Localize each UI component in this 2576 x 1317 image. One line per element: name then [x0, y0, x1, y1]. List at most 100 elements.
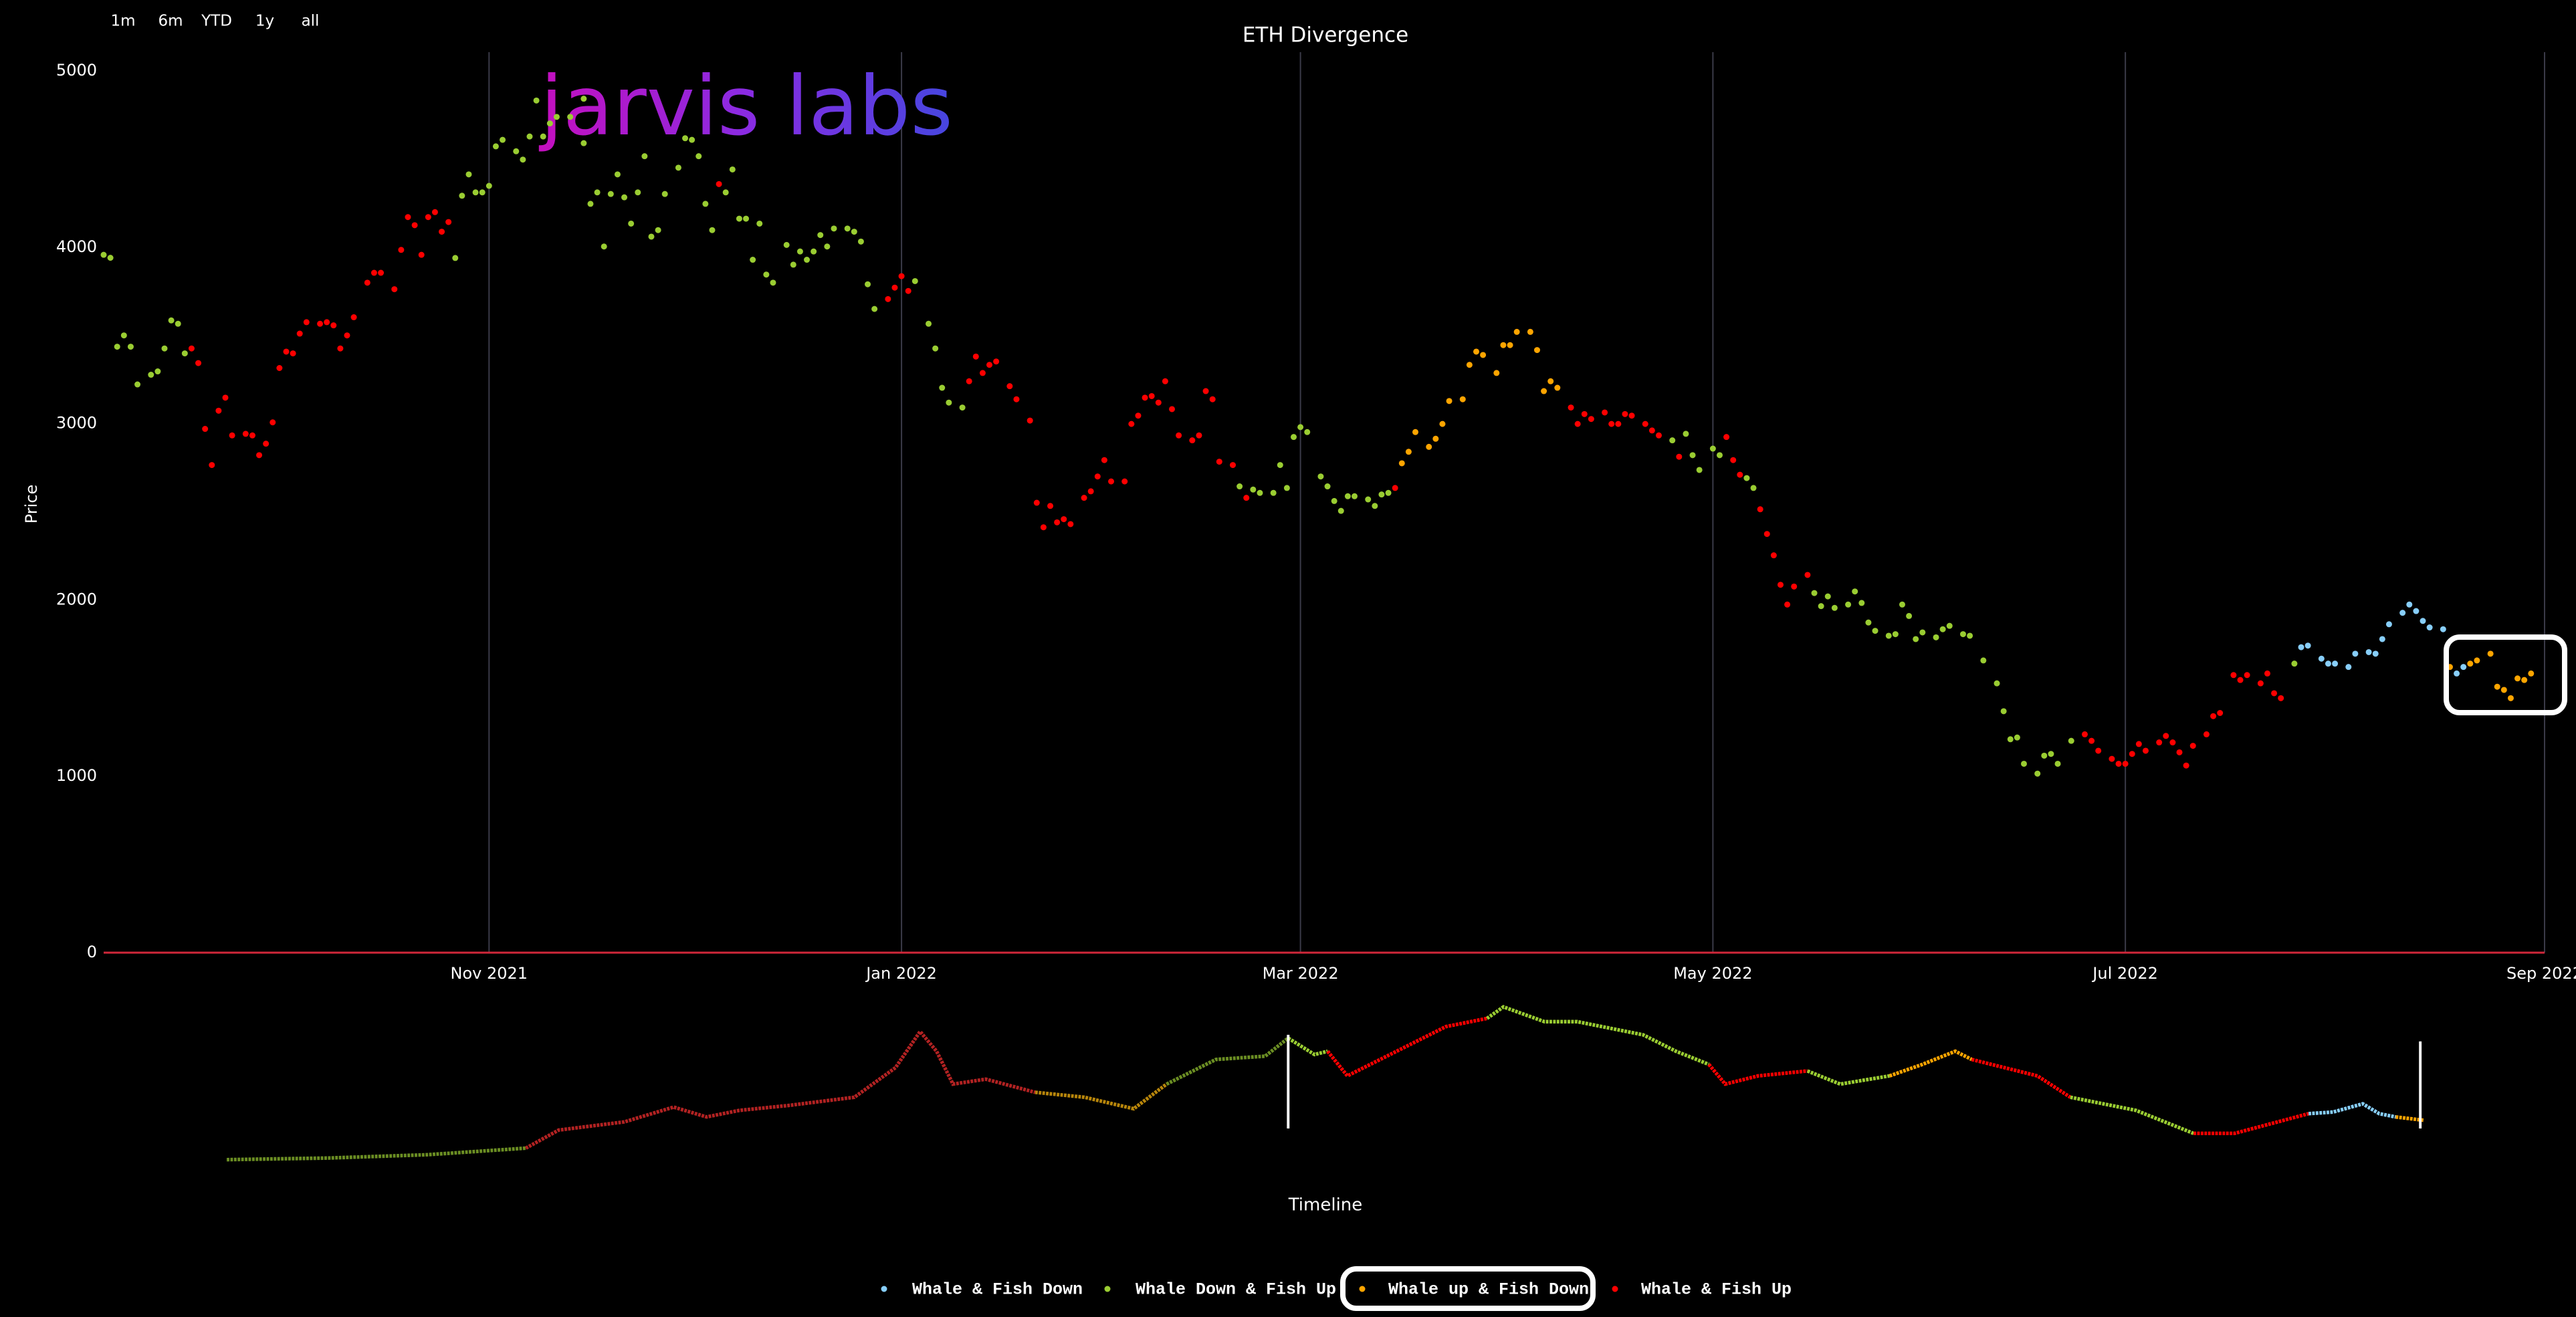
- point: [431, 209, 438, 215]
- navigator-line: [1486, 1005, 1710, 1066]
- range-button[interactable]: 6m: [158, 13, 183, 30]
- point: [2041, 752, 2048, 759]
- x-tick-label: Nov 2021: [451, 964, 528, 983]
- point: [283, 348, 290, 355]
- point: [986, 362, 993, 368]
- point: [1547, 378, 1554, 384]
- legend-label[interactable]: Whale & Fish Down: [912, 1280, 1083, 1300]
- point: [2156, 739, 2163, 746]
- point: [2189, 743, 2196, 749]
- point: [811, 248, 817, 255]
- point: [1412, 429, 1418, 435]
- point: [2365, 648, 2372, 655]
- point: [1459, 396, 1466, 402]
- point: [979, 370, 986, 376]
- point: [932, 345, 939, 352]
- legend-marker[interactable]: [881, 1286, 887, 1292]
- point: [222, 394, 229, 401]
- point: [398, 247, 405, 253]
- legend-marker[interactable]: [1104, 1286, 1111, 1292]
- point: [1372, 503, 1378, 509]
- point: [1128, 421, 1135, 427]
- point: [2460, 664, 2467, 671]
- point: [1108, 478, 1115, 485]
- point: [946, 399, 952, 406]
- point: [324, 319, 330, 326]
- point: [107, 255, 114, 261]
- point: [2176, 749, 2183, 755]
- legend-label[interactable]: Whale up & Fish Down: [1388, 1280, 1589, 1300]
- point: [939, 384, 946, 391]
- point: [1426, 443, 1432, 450]
- range-button[interactable]: 1m: [110, 13, 135, 30]
- point: [2203, 731, 2210, 737]
- point: [2528, 670, 2535, 677]
- navigator: [227, 1005, 2424, 1162]
- point: [844, 225, 851, 232]
- point: [2440, 626, 2446, 632]
- navigator-line: [1806, 1069, 1890, 1086]
- point: [1852, 588, 1858, 595]
- navigator-line: [524, 1028, 1036, 1150]
- point: [1378, 491, 1385, 498]
- point: [1087, 488, 1094, 495]
- point: [2318, 655, 2325, 662]
- point: [553, 114, 560, 120]
- point: [526, 133, 533, 140]
- point: [1446, 398, 1453, 404]
- legend-marker[interactable]: [1359, 1286, 1366, 1292]
- point: [209, 462, 215, 469]
- point: [418, 251, 425, 258]
- highlight-box: [1340, 1266, 1596, 1311]
- point: [1845, 601, 1852, 608]
- point: [500, 136, 506, 143]
- point: [1283, 485, 1290, 491]
- point: [472, 189, 479, 196]
- point: [1967, 632, 1973, 639]
- legend-label[interactable]: Whale & Fish Up: [1641, 1280, 1792, 1300]
- legend-marker[interactable]: [1612, 1286, 1618, 1292]
- point: [2122, 760, 2129, 767]
- point: [601, 243, 607, 250]
- highlight-box: [2444, 634, 2567, 715]
- point: [831, 225, 837, 232]
- point: [1581, 410, 1588, 417]
- point: [911, 277, 918, 284]
- point: [1202, 388, 1209, 394]
- range-button[interactable]: all: [302, 13, 320, 30]
- point: [1554, 384, 1561, 391]
- point: [607, 191, 614, 197]
- point: [175, 320, 181, 327]
- point: [1277, 462, 1283, 469]
- point: [270, 419, 276, 426]
- point: [1737, 471, 1743, 478]
- legend: Whale & Fish Down Whale Down & Fish Up Wha…: [881, 1280, 1792, 1300]
- point: [439, 229, 445, 235]
- range-button[interactable]: 1y: [255, 13, 274, 30]
- point: [1885, 632, 1892, 639]
- point: [763, 271, 770, 278]
- point: [1683, 431, 1689, 437]
- point: [2000, 708, 2007, 715]
- point: [2129, 751, 2135, 757]
- point: [445, 219, 452, 225]
- range-button[interactable]: YTD: [201, 13, 232, 30]
- point: [824, 243, 831, 250]
- point: [492, 143, 499, 150]
- point: [804, 257, 811, 263]
- point: [1230, 462, 1237, 469]
- point: [229, 432, 235, 439]
- point: [2115, 760, 2122, 767]
- point: [1913, 636, 1919, 642]
- point: [885, 295, 891, 302]
- point: [1777, 582, 1784, 588]
- legend-label[interactable]: Whale Down & Fish Up: [1136, 1280, 1336, 1300]
- point: [2007, 736, 2014, 743]
- point: [2426, 624, 2433, 631]
- point: [276, 365, 283, 372]
- point: [1121, 478, 1128, 485]
- point: [1169, 406, 1176, 412]
- point: [1094, 473, 1101, 480]
- point: [181, 350, 188, 357]
- point: [2420, 618, 2426, 624]
